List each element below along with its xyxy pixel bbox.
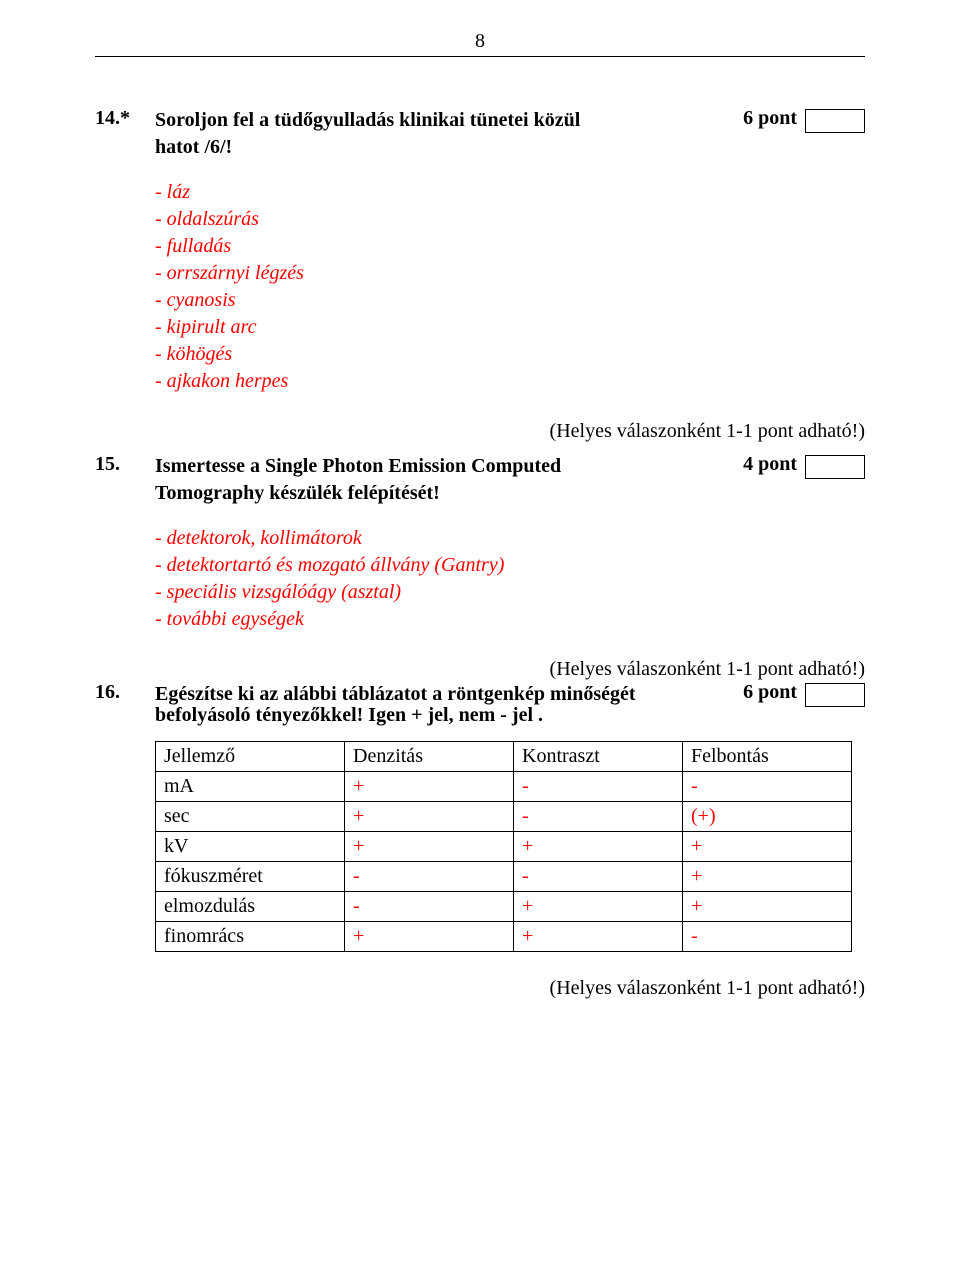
answer-item: - ajkakon herpes bbox=[155, 368, 865, 395]
question-number: 16. bbox=[95, 681, 155, 704]
question-points: 6 pont bbox=[717, 107, 805, 130]
answer-item: - további egységek bbox=[155, 606, 865, 633]
table-cell: + bbox=[514, 922, 683, 952]
question-text-line1: Ismertesse a Single Photon Emission Comp… bbox=[155, 455, 561, 477]
question-text-line1: Egészítse ki az alábbi táblázatot a rönt… bbox=[155, 683, 636, 705]
answer-item: - láz bbox=[155, 179, 865, 206]
score-box bbox=[805, 683, 865, 707]
table-cell: + bbox=[514, 892, 683, 922]
table-cell: - bbox=[683, 772, 852, 802]
table-cell: - bbox=[683, 922, 852, 952]
table-cell: + bbox=[345, 802, 514, 832]
table-header: Felbontás bbox=[683, 742, 852, 772]
question-points: 4 pont bbox=[717, 453, 805, 476]
table-cell: + bbox=[345, 832, 514, 862]
answer-list: - detektorok, kollimátorok - detektortar… bbox=[155, 525, 865, 633]
table-cell: - bbox=[514, 802, 683, 832]
answer-item: - orrszárnyi légzés bbox=[155, 260, 865, 287]
table-header-row: Jellemző Denzitás Kontraszt Felbontás bbox=[156, 742, 852, 772]
question-14: 14.* Soroljon fel a tüdőgyulladás klinik… bbox=[95, 107, 865, 395]
question-16: 16. Egészítse ki az alábbi táblázatot a … bbox=[95, 681, 865, 952]
table-cell: - bbox=[345, 892, 514, 922]
answer-item: - kipirult arc bbox=[155, 314, 865, 341]
answer-item: - fulladás bbox=[155, 233, 865, 260]
score-box bbox=[805, 109, 865, 133]
question-text-line2: hatot /6/! bbox=[155, 136, 232, 158]
table-cell: (+) bbox=[683, 802, 852, 832]
question-text: Soroljon fel a tüdőgyulladás klinikai tü… bbox=[155, 107, 717, 161]
table-cell-label: elmozdulás bbox=[156, 892, 345, 922]
table-header: Jellemző bbox=[156, 742, 345, 772]
table-cell: + bbox=[683, 832, 852, 862]
table-cell: + bbox=[514, 832, 683, 862]
question-text-line1: Soroljon fel a tüdőgyulladás klinikai tü… bbox=[155, 109, 580, 131]
table-row: sec + - (+) bbox=[156, 802, 852, 832]
table-cell: - bbox=[514, 772, 683, 802]
page-number: 8 bbox=[95, 30, 865, 57]
answer-list: - láz - oldalszúrás - fulladás - orrszár… bbox=[155, 179, 865, 395]
table-cell-label: sec bbox=[156, 802, 345, 832]
question-text: Ismertesse a Single Photon Emission Comp… bbox=[155, 453, 717, 507]
table-row: fókuszméret - - + bbox=[156, 862, 852, 892]
table-header: Kontraszt bbox=[514, 742, 683, 772]
question-text-line2: Tomography készülék felépítését! bbox=[155, 482, 440, 504]
answer-item: - detektortartó és mozgató állvány (Gant… bbox=[155, 552, 865, 579]
table-row: finomrács + + - bbox=[156, 922, 852, 952]
answer-item: - köhögés bbox=[155, 341, 865, 368]
answer-item: - oldalszúrás bbox=[155, 206, 865, 233]
table-header: Denzitás bbox=[345, 742, 514, 772]
answer-item: - detektorok, kollimátorok bbox=[155, 525, 865, 552]
table-cell: + bbox=[345, 922, 514, 952]
table-row: mA + - - bbox=[156, 772, 852, 802]
score-box bbox=[805, 455, 865, 479]
scoring-note: (Helyes válaszonként 1-1 pont adható!) bbox=[95, 977, 865, 1000]
question-number: 14.* bbox=[95, 107, 155, 130]
answer-item: - speciális vizsgálóágy (asztal) bbox=[155, 579, 865, 606]
table-cell-label: fókuszméret bbox=[156, 862, 345, 892]
answer-item: - cyanosis bbox=[155, 287, 865, 314]
question-15: 15. Ismertesse a Single Photon Emission … bbox=[95, 453, 865, 633]
table-row: elmozdulás - + + bbox=[156, 892, 852, 922]
table-cell-label: finomrács bbox=[156, 922, 345, 952]
table-cell: - bbox=[514, 862, 683, 892]
table-cell: + bbox=[683, 892, 852, 922]
table-cell: + bbox=[345, 772, 514, 802]
table-cell: - bbox=[345, 862, 514, 892]
question-text-line2: befolyásoló tényezőkkel! Igen + jel, nem… bbox=[155, 704, 865, 727]
table-cell-label: kV bbox=[156, 832, 345, 862]
scoring-note: (Helyes válaszonként 1-1 pont adható!) bbox=[95, 658, 865, 681]
scoring-note: (Helyes válaszonként 1-1 pont adható!) bbox=[95, 420, 865, 443]
question-number: 15. bbox=[95, 453, 155, 476]
xray-factors-table: Jellemző Denzitás Kontraszt Felbontás mA… bbox=[155, 741, 852, 952]
question-points: 6 pont bbox=[717, 681, 805, 704]
table-row: kV + + + bbox=[156, 832, 852, 862]
table-cell-label: mA bbox=[156, 772, 345, 802]
table-cell: + bbox=[683, 862, 852, 892]
